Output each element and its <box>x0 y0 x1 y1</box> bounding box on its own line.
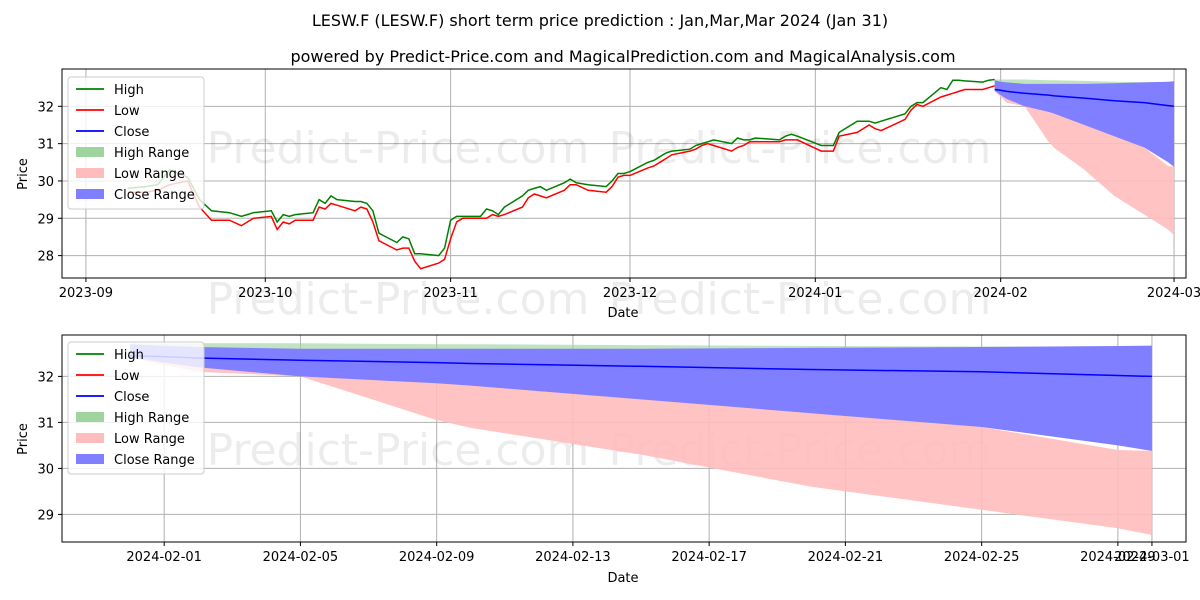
x-tick-label: 2024-02 <box>973 286 1027 301</box>
bottom-panel: Predict-Price.com Predict-Price.com 2024… <box>16 334 1190 586</box>
close-prediction-line <box>994 88 1175 108</box>
x-tick-label: 2024-02-21 <box>808 550 884 565</box>
low-range-area <box>994 87 1174 236</box>
y-tick-label: 32 <box>37 370 54 385</box>
x-tick-label: 2023-11 <box>423 286 477 301</box>
x-tick-label: 2024-03 <box>1147 286 1200 301</box>
x-tick-label: 2024-03-01 <box>1114 550 1190 565</box>
x-tick-label: 2024-01 <box>788 286 842 301</box>
legend-label: High Range <box>114 146 189 161</box>
chart-title: LESW.F (LESW.F) short term price predict… <box>312 11 888 30</box>
x-tick-label: 2024-02-29 <box>1080 550 1156 565</box>
bottom-plot-frame <box>61 334 1187 543</box>
legend-label: Close Range <box>114 453 195 468</box>
top-grid <box>62 69 1186 278</box>
top-y-axis-label: Price <box>16 158 31 190</box>
watermark: Predict-Price.com <box>609 274 992 325</box>
legend-label: Low <box>114 369 140 384</box>
legend-label: High <box>114 83 144 98</box>
watermark: Predict-Price.com <box>207 123 590 174</box>
bottom-y-axis-label: Price <box>16 423 31 455</box>
legend-label: Close <box>114 125 149 140</box>
bottom-axis-ticks: 2024-02-01 2024-02-05 2024-02-09 2024-02-13… <box>37 370 1189 565</box>
y-tick-label: 30 <box>37 175 54 190</box>
legend-label: Close <box>114 390 149 405</box>
legend-label: High Range <box>114 411 189 426</box>
legend-label: High <box>114 348 144 363</box>
x-tick-label: 2023-10 <box>238 286 292 301</box>
y-tick-label: 31 <box>37 416 54 431</box>
x-tick-label: 2024-02-17 <box>671 550 747 565</box>
x-tick-label: 2023-09 <box>59 286 113 301</box>
legend-label: Close Range <box>114 188 195 203</box>
y-tick-label: 29 <box>37 508 54 523</box>
y-tick-label: 32 <box>37 100 54 115</box>
top-panel: Predict-Price.com Predict-Price.com Pred… <box>16 68 1200 325</box>
legend-label: Low Range <box>114 167 185 182</box>
high-price-line <box>127 78 995 257</box>
legend-swatch-patch <box>76 189 104 199</box>
x-tick-label: 2023-12 <box>603 286 657 301</box>
legend-swatch-patch <box>76 433 104 443</box>
y-tick-label: 28 <box>37 250 54 265</box>
low-range-area <box>130 353 1152 536</box>
legend-swatch-patch <box>76 412 104 422</box>
legend-swatch-patch <box>76 147 104 157</box>
x-tick-label: 2024-02-05 <box>263 550 339 565</box>
legend-label: Low Range <box>114 432 185 447</box>
bottom-x-axis-label: Date <box>607 571 638 586</box>
x-tick-label: 2024-02-25 <box>944 550 1020 565</box>
watermark: Predict-Price.com <box>609 123 992 174</box>
top-series-lines <box>127 78 1175 270</box>
y-tick-label: 29 <box>37 212 54 227</box>
top-x-axis-label: Date <box>607 306 638 321</box>
legend-swatch-patch <box>76 454 104 464</box>
y-tick-label: 30 <box>37 462 54 477</box>
legend-label: Low <box>114 104 140 119</box>
y-tick-label: 31 <box>37 138 54 153</box>
top-axis-ticks: 2023-09 2023-10 2023-11 2023-12 2024-01 2024-… <box>37 100 1200 301</box>
bottom-legend: High Low Close High Range Low Range Close Ran… <box>67 341 205 475</box>
x-tick-label: 2024-02-09 <box>399 550 475 565</box>
top-plot-frame <box>61 68 1187 279</box>
top-legend: High Low Close High Range Low Range Close Ran… <box>67 76 205 210</box>
watermark: Predict-Price.com <box>207 274 590 325</box>
legend-swatch-patch <box>76 168 104 178</box>
x-tick-label: 2024-02-01 <box>126 550 202 565</box>
chart-subtitle: powered by Predict-Price.com and Magical… <box>290 47 955 66</box>
x-tick-label: 2024-02-13 <box>535 550 611 565</box>
low-price-line <box>127 85 995 270</box>
